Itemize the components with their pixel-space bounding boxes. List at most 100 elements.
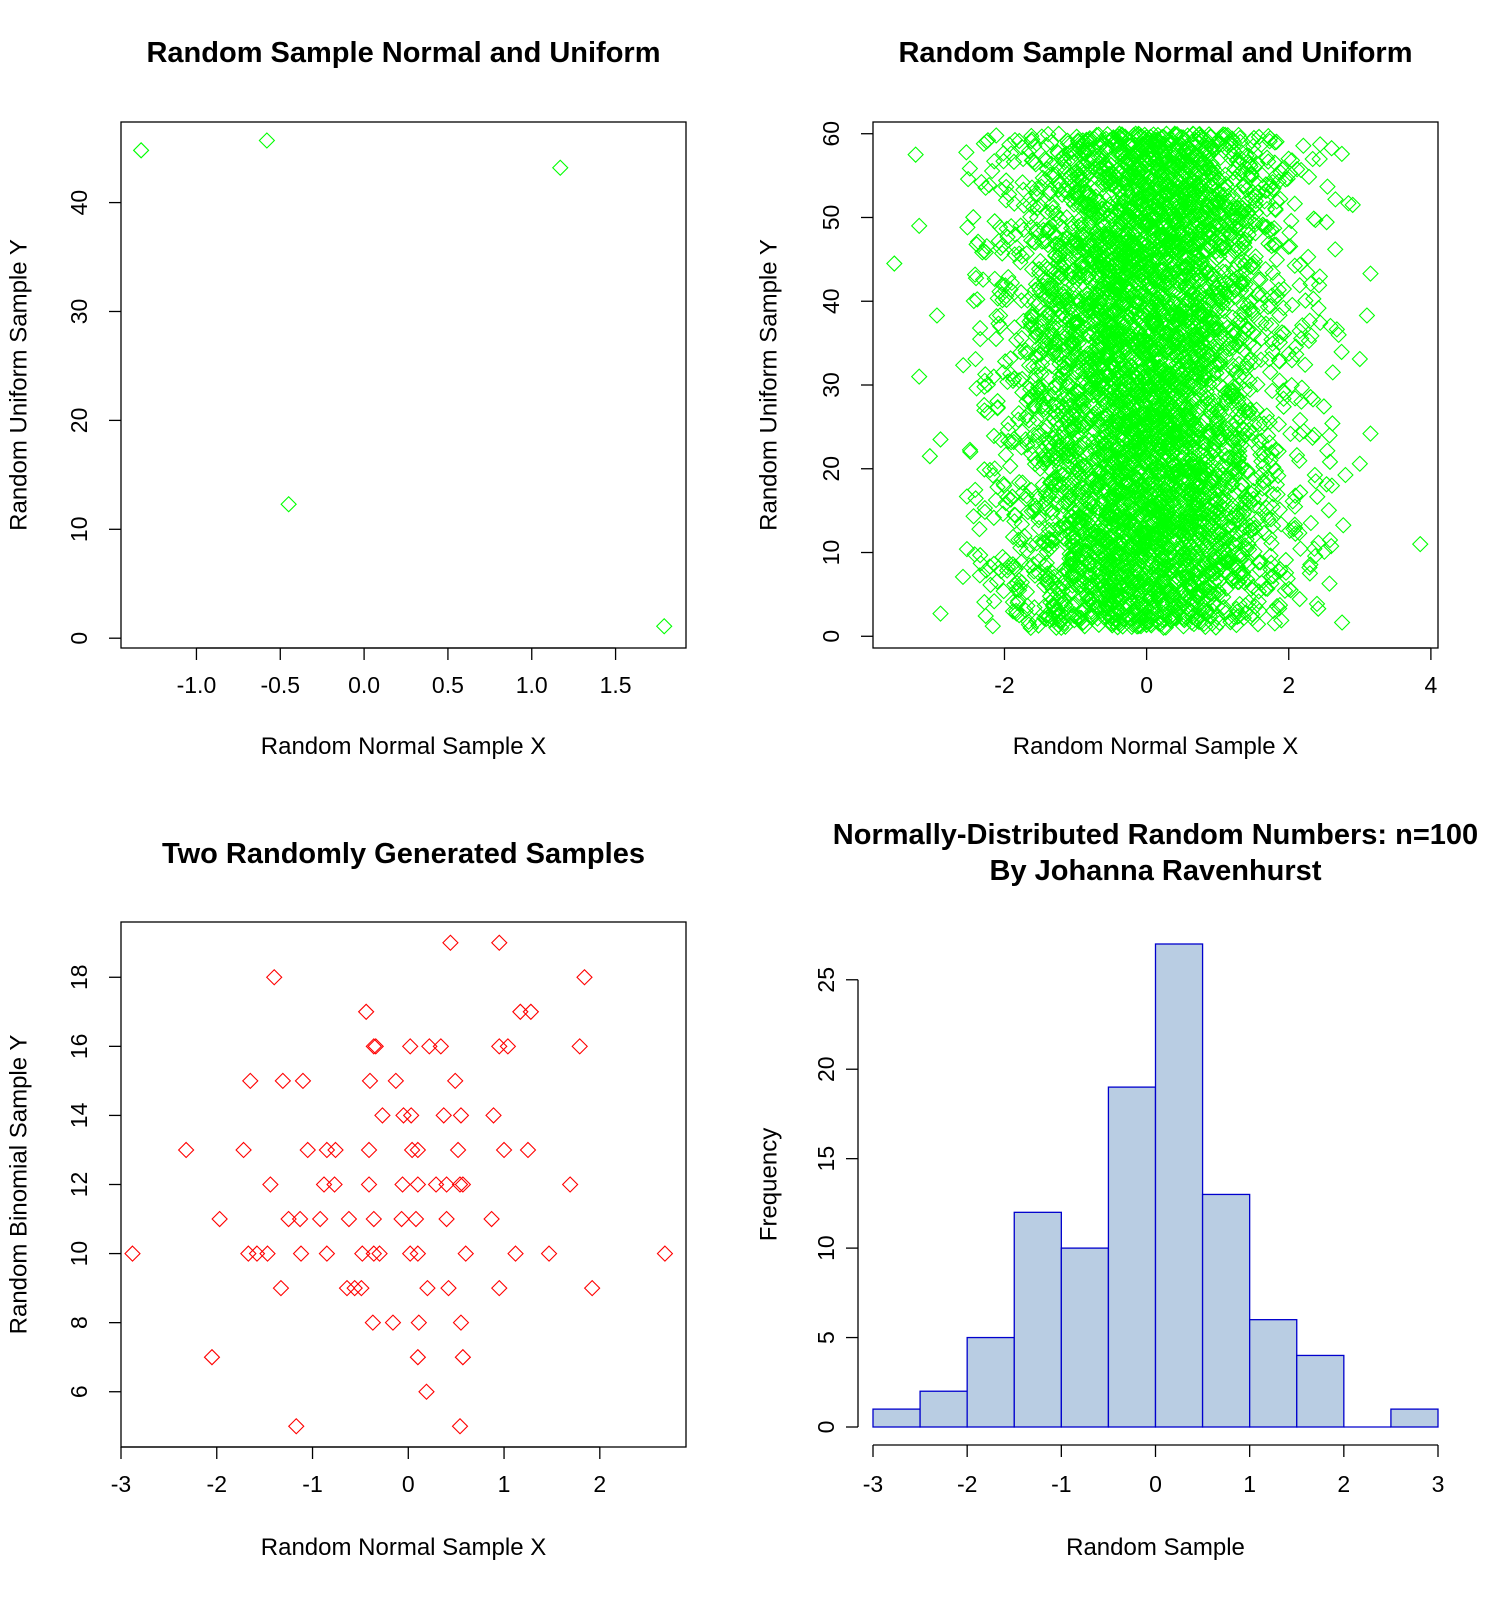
data-point <box>997 287 1015 305</box>
data-point <box>1067 504 1085 521</box>
data-point <box>1239 168 1256 185</box>
data-point <box>1159 538 1177 555</box>
data-point <box>1197 155 1214 172</box>
data-point <box>1246 543 1263 560</box>
data-point <box>1271 501 1289 518</box>
data-point <box>1172 196 1189 214</box>
data-point <box>1276 582 1294 599</box>
data-point <box>1246 186 1264 203</box>
data-point <box>1059 458 1077 475</box>
data-point <box>1050 173 1067 191</box>
data-point <box>1105 419 1122 437</box>
data-point <box>1277 171 1294 188</box>
data-point <box>1182 424 1200 441</box>
data-point <box>1260 350 1278 368</box>
data-point <box>1301 565 1319 582</box>
data-point <box>1269 486 1286 503</box>
data-point <box>1173 444 1191 462</box>
data-point <box>1166 327 1183 345</box>
data-point <box>1065 384 1082 402</box>
data-point <box>1234 273 1252 291</box>
data-point <box>988 573 1006 590</box>
data-point <box>1119 492 1137 510</box>
data-point <box>1125 448 1142 465</box>
data-point <box>1108 221 1125 238</box>
data-point <box>994 364 1012 381</box>
data-point <box>1255 415 1273 432</box>
data-point <box>1005 153 1023 171</box>
data-point <box>994 237 1012 254</box>
data-point <box>1130 472 1147 490</box>
data-point <box>971 319 989 337</box>
data-point <box>1216 549 1233 567</box>
data-point <box>1236 202 1253 219</box>
data-point <box>1224 497 1242 514</box>
data-point <box>1196 455 1214 472</box>
y-tick-label: 20 <box>66 408 92 434</box>
data-point <box>1029 358 1047 375</box>
data-point <box>1065 196 1083 213</box>
data-point <box>1231 338 1248 355</box>
data-point <box>1136 213 1153 231</box>
data-point <box>1002 491 1020 508</box>
data-point <box>1025 358 1042 375</box>
data-point <box>1066 611 1083 629</box>
data-point <box>1049 616 1067 634</box>
data-point <box>1002 434 1020 451</box>
data-point <box>1024 438 1041 455</box>
data-point <box>1300 168 1318 186</box>
data-point <box>1193 417 1210 435</box>
data-point <box>971 330 989 348</box>
data-point <box>1050 248 1068 266</box>
data-point <box>1200 370 1218 388</box>
data-point <box>1042 434 1059 452</box>
data-point <box>1210 504 1227 521</box>
data-point <box>1059 387 1077 405</box>
data-point <box>1047 530 1064 548</box>
data-point <box>1089 610 1106 627</box>
data-point <box>1065 338 1083 355</box>
data-point <box>1053 150 1071 167</box>
data-point <box>1262 547 1279 564</box>
data-point <box>1311 268 1329 285</box>
data-point <box>976 461 993 478</box>
data-point <box>1036 495 1054 513</box>
data-point <box>1309 600 1327 617</box>
data-point <box>1227 364 1244 382</box>
data-point <box>1059 447 1077 465</box>
data-point <box>1029 186 1046 203</box>
data-point <box>1240 404 1257 422</box>
data-point <box>1295 422 1313 440</box>
data-point <box>1017 344 1035 362</box>
x-tick-label: 4 <box>1424 672 1437 698</box>
data-point <box>1050 160 1067 177</box>
data-point <box>1064 508 1081 525</box>
data-point <box>1068 128 1085 146</box>
data-point <box>1126 516 1144 534</box>
data-point <box>1026 599 1043 616</box>
y-tick-label: 10 <box>66 516 92 542</box>
data-point <box>1194 335 1211 352</box>
data-point <box>1260 470 1277 488</box>
data-point <box>1205 585 1222 603</box>
data-point <box>1286 487 1304 504</box>
data-point <box>1004 372 1022 390</box>
data-point <box>1123 350 1141 368</box>
data-point <box>1268 133 1285 151</box>
data-point <box>1118 182 1135 199</box>
data-point <box>1190 286 1208 304</box>
data-point <box>1306 426 1323 444</box>
data-point <box>1239 353 1257 371</box>
data-point <box>1044 591 1061 609</box>
data-point <box>975 135 993 153</box>
data-point <box>1031 294 1048 312</box>
data-point <box>1228 616 1245 634</box>
data-point <box>1227 219 1244 237</box>
data-point <box>1195 413 1213 431</box>
data-point <box>1291 484 1309 501</box>
data-point <box>1089 162 1106 180</box>
data-point <box>1240 334 1258 352</box>
data-point <box>1213 278 1230 295</box>
data-point <box>1028 180 1046 198</box>
